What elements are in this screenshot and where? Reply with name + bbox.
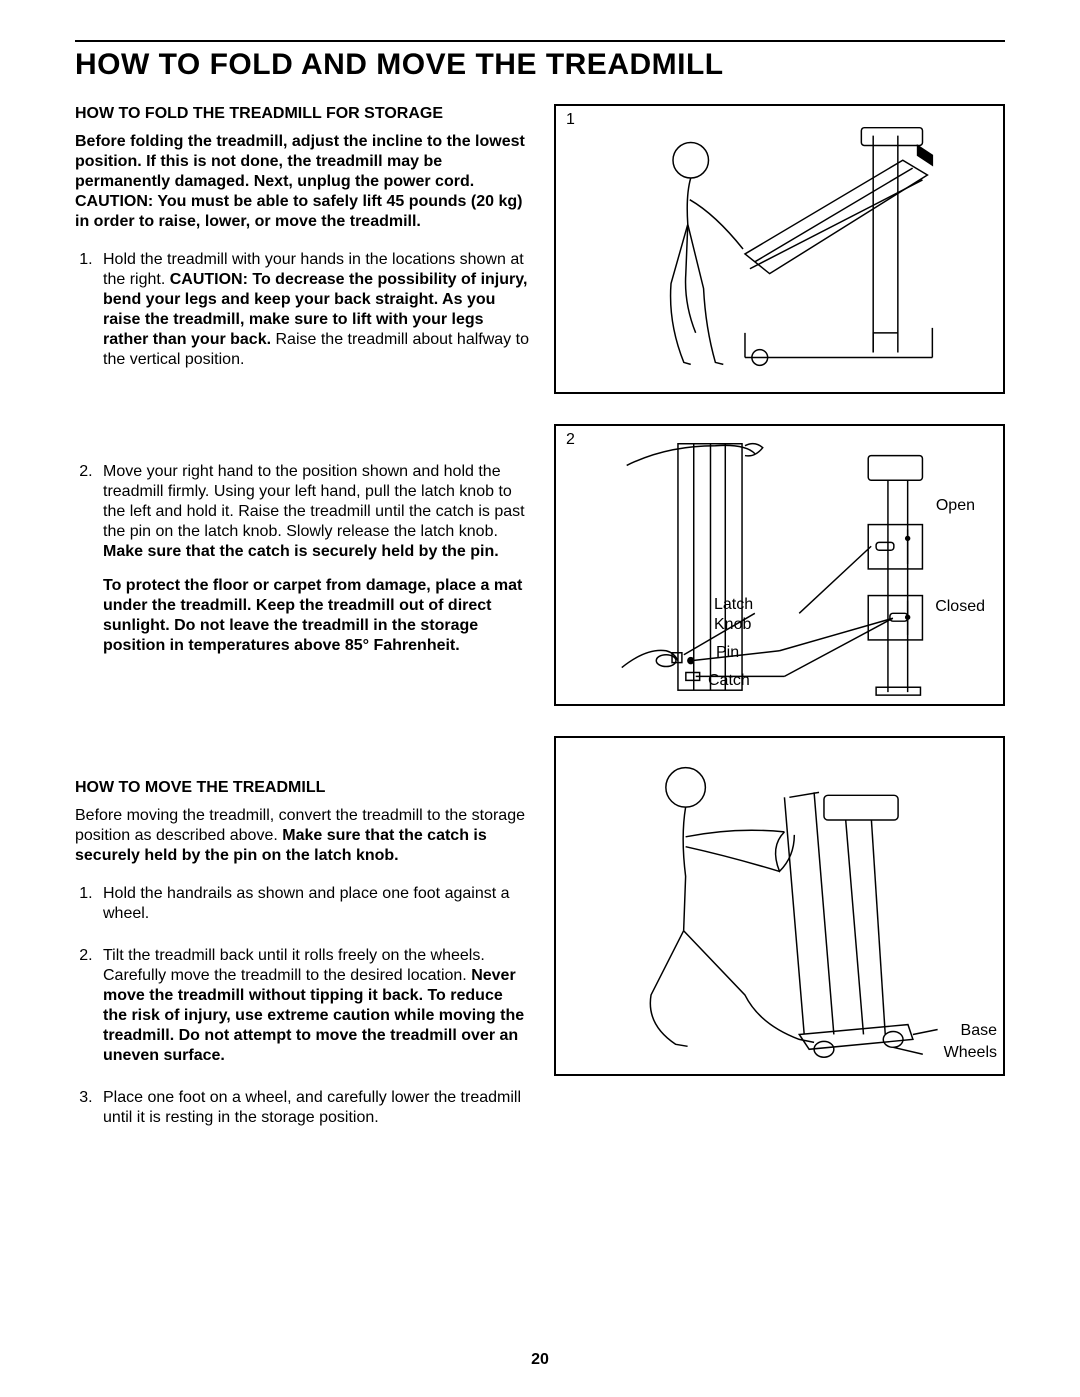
section1-heading: HOW TO FOLD THE TREADMILL FOR STORAGE	[75, 104, 530, 124]
figure-2-num: 2	[566, 431, 575, 449]
figure-3-illustration	[556, 738, 1003, 1074]
figure-1-num: 1	[566, 111, 575, 129]
figure-2-illustration	[556, 426, 1003, 704]
page-number: 20	[0, 1351, 1080, 1369]
text-column: HOW TO FOLD THE TREADMILL FOR STORAGE Be…	[75, 104, 530, 1150]
section2-step2-a: Tilt the treadmill back until it rolls f…	[103, 947, 485, 984]
section1-step2: Move your right hand to the position sho…	[97, 462, 530, 656]
section1-step2-p2: To protect the floor or carpet from dama…	[103, 576, 530, 656]
content-columns: HOW TO FOLD THE TREADMILL FOR STORAGE Be…	[75, 104, 1005, 1150]
fig2-label-closed: Closed	[935, 598, 985, 616]
section2-step3: Place one foot on a wheel, and carefully…	[97, 1088, 530, 1128]
section1-intro: Before folding the treadmill, adjust the…	[75, 132, 530, 232]
fig3-label-wheels: Wheels	[944, 1044, 997, 1062]
fig2-label-catch: Catch	[708, 672, 750, 690]
section2-steps: Hold the handrails as shown and place on…	[75, 884, 530, 1128]
fig3-label-base: Base	[961, 1022, 997, 1040]
section1-step2-a: Move your right hand to the position sho…	[103, 463, 525, 540]
fig2-label-open: Open	[936, 497, 975, 515]
section2-heading: HOW TO MOVE THE TREADMILL	[75, 778, 530, 798]
figure-1-illustration	[556, 106, 1003, 392]
fig2-label-pin: Pin	[716, 644, 739, 662]
figure-3: Base Wheels	[554, 736, 1005, 1076]
fig2-label-latch: Latch	[714, 596, 753, 614]
top-rule	[75, 40, 1005, 42]
section2-intro: Before moving the treadmill, convert the…	[75, 806, 530, 866]
figure-2: 2	[554, 424, 1005, 706]
page-title: HOW TO FOLD AND MOVE THE TREADMILL	[75, 48, 1005, 82]
section1-step2-bold: Make sure that the catch is securely hel…	[103, 543, 499, 560]
figure-column: 1	[554, 104, 1005, 1150]
figure-1: 1	[554, 104, 1005, 394]
section2-step2: Tilt the treadmill back until it rolls f…	[97, 946, 530, 1066]
section1-step1: Hold the treadmill with your hands in th…	[97, 250, 530, 440]
fig2-label-knob: Knob	[714, 616, 751, 634]
section2-step1: Hold the handrails as shown and place on…	[97, 884, 530, 924]
section1-steps: Hold the treadmill with your hands in th…	[75, 250, 530, 656]
